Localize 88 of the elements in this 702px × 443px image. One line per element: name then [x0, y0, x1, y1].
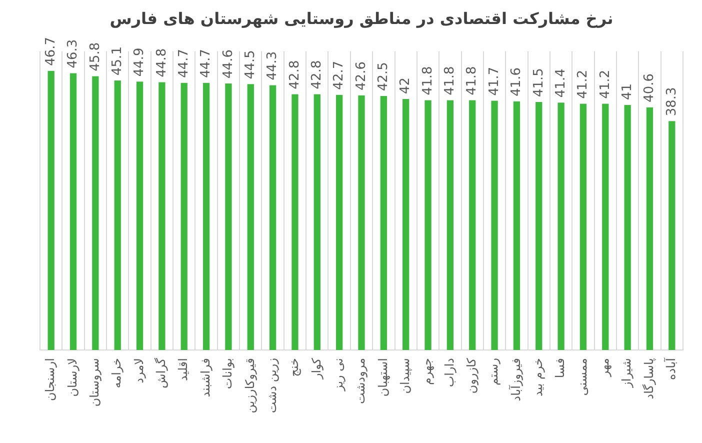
- bar: [491, 100, 498, 350]
- bar: [336, 94, 343, 350]
- x-tick-label: خرم بید: [531, 358, 546, 397]
- bar: [202, 82, 210, 350]
- data-label: 41.5: [531, 68, 546, 97]
- data-label: 42.8: [310, 60, 325, 90]
- x-tick-label: خرامه: [110, 358, 124, 388]
- data-label: 46.3: [66, 39, 81, 68]
- data-label: 41.6: [509, 67, 524, 96]
- x-tick-label: استهبان: [376, 358, 390, 397]
- data-label: 41.2: [576, 70, 591, 99]
- bar: [380, 96, 387, 350]
- x-tick-label: جهرم: [420, 358, 434, 385]
- data-label: 44.6: [220, 50, 236, 78]
- x-tick-label: فیروزآباد: [508, 358, 523, 402]
- chart-title: نرخ مشارکت اقتصادی در مناطق روستایی شهرستان های فارس: [110, 8, 614, 28]
- data-label: 42.6: [354, 61, 369, 90]
- x-tick-label: گراش: [154, 358, 168, 388]
- bar: [158, 82, 166, 350]
- data-label: 45.1: [110, 46, 125, 76]
- data-label: 44.9: [132, 48, 148, 77]
- x-tick-label: فسا: [553, 358, 568, 378]
- bar: [624, 104, 631, 350]
- bar: [247, 84, 254, 350]
- bar: [646, 107, 654, 350]
- bar: [513, 101, 520, 350]
- bar: [70, 73, 77, 350]
- data-label: 41.2: [598, 70, 613, 99]
- bar: [48, 70, 54, 350]
- data-label: 41.4: [553, 68, 568, 98]
- x-tick-label: شیراز: [620, 358, 634, 388]
- bar: [314, 94, 320, 350]
- bar: [92, 76, 99, 350]
- x-tick-label: زرین دشت: [264, 358, 279, 414]
- x-tick-label: پاسارگاد: [642, 358, 656, 400]
- data-label: 45.8: [88, 42, 103, 72]
- data-label: 44.7: [198, 48, 214, 78]
- data-label: 41.7: [486, 66, 502, 96]
- data-label: 41: [620, 83, 635, 100]
- bar: [469, 100, 476, 350]
- x-tick-label: خنج: [287, 358, 302, 377]
- data-label: 44.3: [265, 51, 280, 80]
- data-label: 44.5: [243, 50, 258, 80]
- data-label: 42.8: [287, 60, 302, 90]
- x-tick-label: مرودشت: [354, 358, 368, 404]
- data-label: 44.8: [154, 48, 170, 78]
- x-tick-label: آباده: [663, 357, 678, 380]
- x-tick-label: سروستان: [88, 358, 102, 407]
- x-tick-label: اقلید: [176, 358, 190, 381]
- data-label: 41.8: [420, 66, 436, 96]
- bar: [358, 95, 365, 350]
- bar: [580, 104, 587, 350]
- x-tick-label: قیروکارزین: [242, 358, 257, 414]
- bar: [602, 104, 609, 350]
- bar: [668, 121, 676, 350]
- x-tick-label: لارستان: [65, 358, 80, 397]
- x-tick-label: فراشبند: [198, 358, 212, 398]
- data-label: 41.8: [442, 66, 458, 96]
- bar: [446, 100, 454, 350]
- x-tick-label: ممسنی: [575, 358, 590, 396]
- x-tick-label: سپیدان: [398, 358, 412, 394]
- x-tick-label: نی ریز: [331, 358, 346, 392]
- bar: [292, 94, 298, 350]
- bar: [558, 102, 564, 350]
- bar: [136, 82, 144, 350]
- bar: [424, 100, 432, 350]
- bar: [536, 102, 542, 350]
- bar: [114, 80, 121, 350]
- bar: [225, 83, 232, 350]
- bar: [402, 99, 410, 350]
- x-tick-label: مهر: [598, 358, 612, 378]
- x-tick-label: کازرون: [464, 358, 478, 394]
- x-tick-label: بوانات: [220, 358, 235, 390]
- bar: [180, 82, 188, 350]
- data-label: 38.3: [664, 87, 680, 116]
- data-label: 46.7: [43, 36, 58, 66]
- data-label: 44.7: [176, 48, 192, 78]
- bar: [269, 85, 276, 350]
- x-tick-label: داراب: [442, 358, 456, 388]
- x-tick-label: لامرد: [132, 358, 146, 384]
- x-tick-label: رستم: [486, 358, 501, 386]
- data-label: 41.8: [464, 66, 480, 96]
- x-tick-label: ارسنجان: [43, 358, 58, 402]
- x-tick-label: کوار: [309, 358, 324, 380]
- data-label: 42: [398, 77, 414, 94]
- data-label: 40.6: [642, 73, 658, 102]
- data-label: 42.5: [376, 62, 392, 92]
- data-label: 42.7: [332, 60, 347, 90]
